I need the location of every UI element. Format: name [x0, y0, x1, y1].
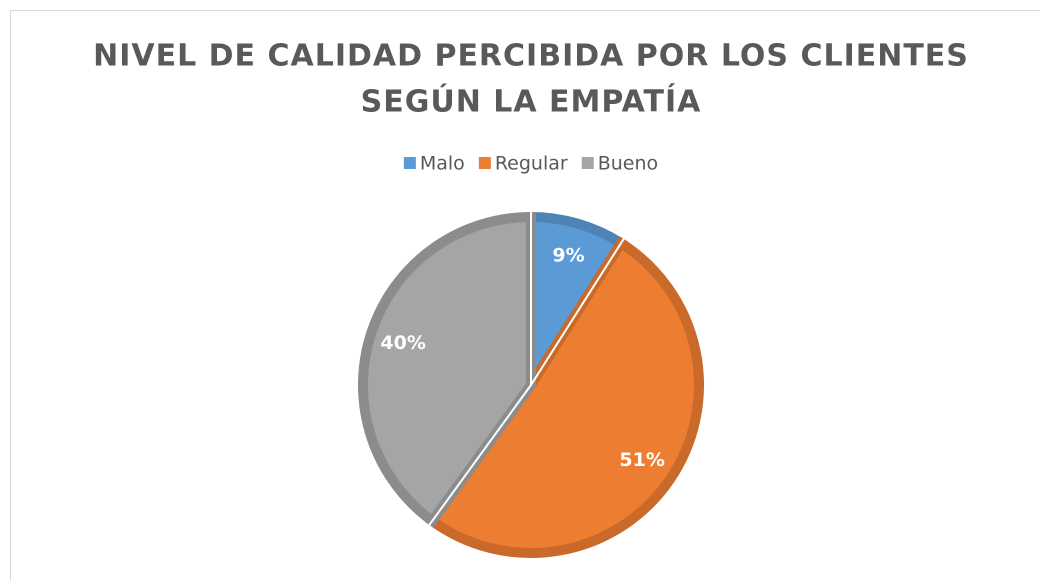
slice-separator	[530, 237, 626, 386]
data-label: 9%	[552, 244, 584, 266]
legend-swatch	[581, 157, 594, 169]
legend-label: Malo	[420, 153, 465, 175]
chart-title: SEGÚN LA EMPATÍA	[361, 83, 702, 120]
legend-label: Bueno	[598, 153, 658, 175]
pie-slice	[425, 236, 704, 558]
pie-slice	[358, 211, 536, 528]
legend-swatch	[478, 157, 491, 169]
data-label: 51%	[619, 449, 664, 471]
legend-swatch	[403, 157, 416, 169]
data-label: 40%	[380, 332, 425, 354]
legend-label: Regular	[495, 153, 568, 175]
slice-separator	[427, 384, 532, 527]
chart-title: NIVEL DE CALIDAD PERCIBIDA POR LOS CLIEN…	[93, 39, 969, 74]
